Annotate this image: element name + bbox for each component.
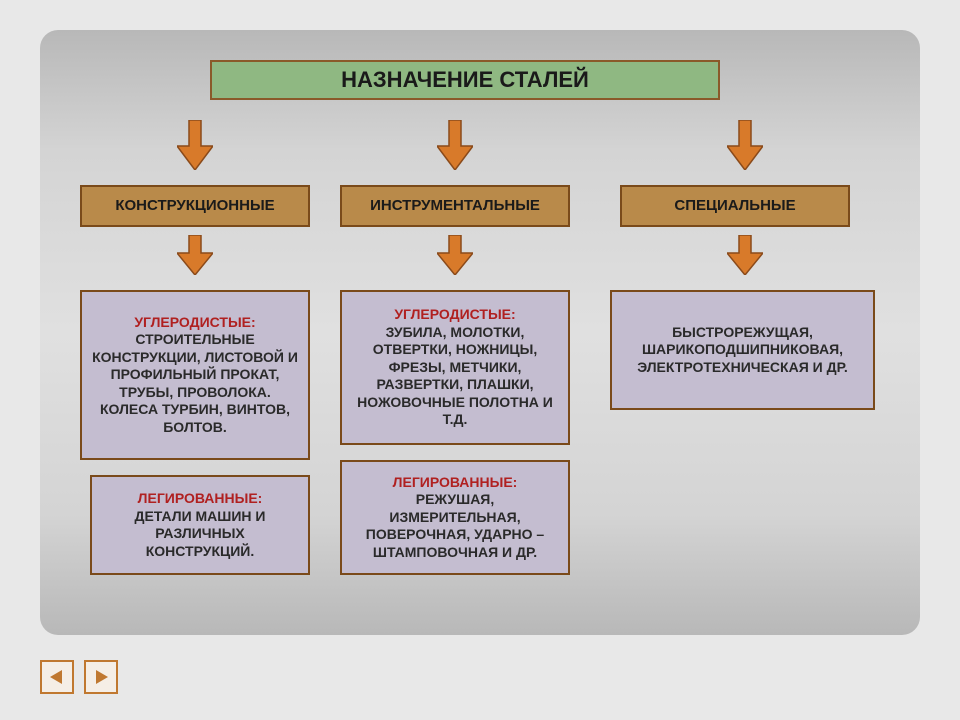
main-title-text: НАЗНАЧЕНИЕ СТАЛЕЙ: [341, 66, 589, 94]
highlight-label: УГЛЕРОДИСТЫЕ:: [90, 314, 300, 332]
desc-text: ЗУБИЛА, МОЛОТКИ, ОТВЕРТКИ, НОЖНИЦЫ, ФРЕЗ…: [357, 324, 553, 428]
desc-text: ДЕТАЛИ МАШИН И РАЗЛИЧНЫХ КОНСТРУКЦИЙ.: [134, 508, 265, 559]
category-label: ИНСТРУМЕНТАЛЬНЫЕ: [370, 197, 540, 216]
desc-text: БЫСТРОРЕЖУЩАЯ, ШАРИКОПОДШИПНИКОВАЯ, ЭЛЕК…: [637, 324, 847, 375]
category-instrumental: ИНСТРУМЕНТАЛЬНЫЕ: [340, 185, 570, 227]
arrow-down-icon: [177, 235, 213, 275]
desc-text: СТРОИТЕЛЬНЫЕ КОНСТРУКЦИИ, ЛИСТОВОЙ И ПРО…: [92, 331, 298, 435]
nav-buttons: [40, 660, 118, 694]
next-button[interactable]: [84, 660, 118, 694]
diagram-panel: НАЗНАЧЕНИЕ СТАЛЕЙ КОНСТРУКЦИОННЫЕ ИНСТРУ…: [40, 30, 920, 635]
category-special: СПЕЦИАЛЬНЫЕ: [620, 185, 850, 227]
prev-button[interactable]: [40, 660, 74, 694]
desc-special: БЫСТРОРЕЖУЩАЯ, ШАРИКОПОДШИПНИКОВАЯ, ЭЛЕК…: [610, 290, 875, 410]
triangle-left-icon: [48, 668, 66, 686]
desc-text: РЕЖУШАЯ, ИЗМЕРИТЕЛЬНАЯ, ПОВЕРОЧНАЯ, УДАР…: [366, 491, 544, 560]
arrow-down-icon: [727, 120, 763, 170]
category-label: СПЕЦИАЛЬНЫЕ: [674, 197, 795, 216]
desc-constructional-alloy: ЛЕГИРОВАННЫЕ: ДЕТАЛИ МАШИН И РАЗЛИЧНЫХ К…: [90, 475, 310, 575]
arrow-down-icon: [437, 235, 473, 275]
category-constructional: КОНСТРУКЦИОННЫЕ: [80, 185, 310, 227]
category-label: КОНСТРУКЦИОННЫЕ: [115, 197, 274, 216]
highlight-label: УГЛЕРОДИСТЫЕ:: [350, 306, 560, 324]
triangle-right-icon: [92, 668, 110, 686]
main-title: НАЗНАЧЕНИЕ СТАЛЕЙ: [210, 60, 720, 100]
desc-instrumental-carbon: УГЛЕРОДИСТЫЕ: ЗУБИЛА, МОЛОТКИ, ОТВЕРТКИ,…: [340, 290, 570, 445]
arrow-down-icon: [437, 120, 473, 170]
highlight-label: ЛЕГИРОВАННЫЕ:: [100, 490, 300, 508]
desc-instrumental-alloy: ЛЕГИРОВАННЫЕ: РЕЖУШАЯ, ИЗМЕРИТЕЛЬНАЯ, ПО…: [340, 460, 570, 575]
desc-constructional-carbon: УГЛЕРОДИСТЫЕ: СТРОИТЕЛЬНЫЕ КОНСТРУКЦИИ, …: [80, 290, 310, 460]
arrow-down-icon: [727, 235, 763, 275]
highlight-label: ЛЕГИРОВАННЫЕ:: [350, 474, 560, 492]
arrow-down-icon: [177, 120, 213, 170]
